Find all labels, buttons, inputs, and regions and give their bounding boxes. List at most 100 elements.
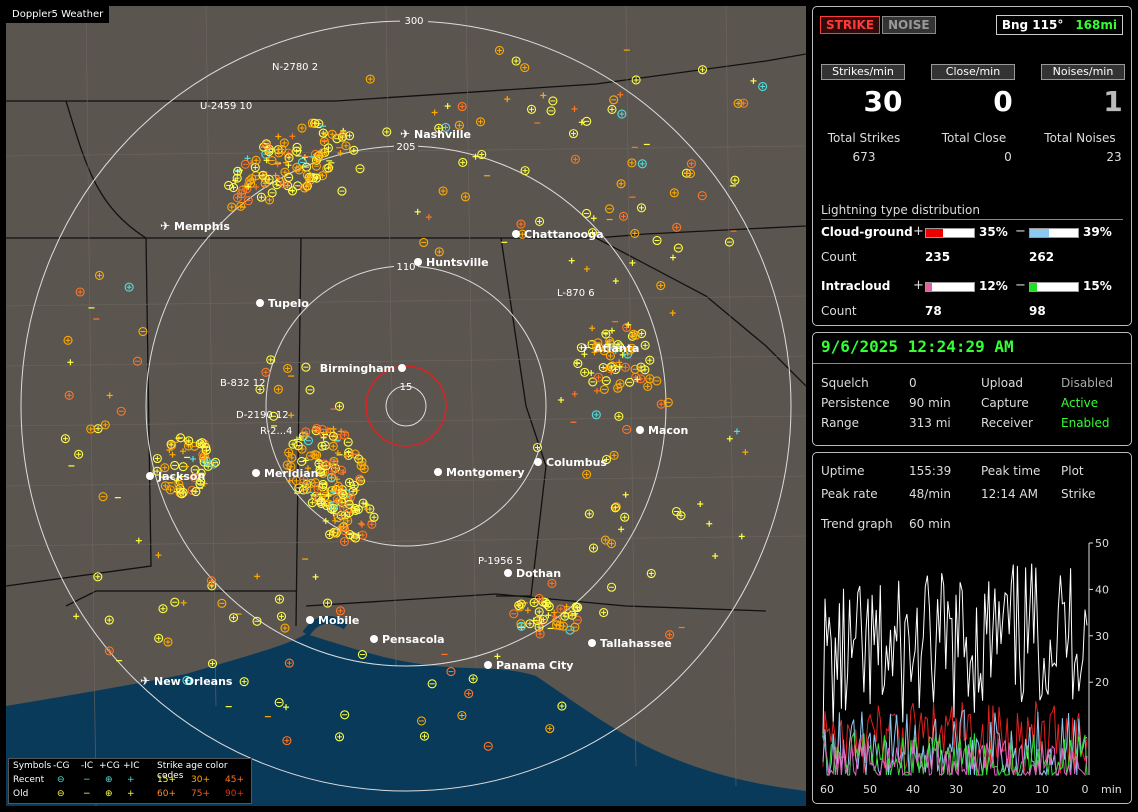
capture-value[interactable]: Active — [1061, 396, 1099, 410]
strike-marker — [520, 63, 530, 73]
close-ring — [365, 365, 447, 447]
strike-marker — [730, 175, 740, 185]
strike-marker — [86, 424, 96, 434]
legend-age-title: Strike age color codes — [157, 761, 228, 781]
strike-marker — [355, 532, 362, 539]
strike-marker — [241, 182, 248, 189]
strike-marker — [601, 376, 611, 386]
strike-marker — [166, 439, 176, 449]
strike-marker — [254, 573, 261, 580]
strike-marker — [446, 667, 456, 677]
strike-marker — [724, 237, 734, 247]
strikes-per-min-tab[interactable]: Strikes/min — [821, 64, 905, 80]
strike-marker — [166, 447, 173, 454]
track-label: L-870 6 — [557, 288, 595, 299]
city-atlanta: ✈ Atlanta — [580, 341, 639, 355]
strike-marker — [600, 535, 610, 545]
upload-value[interactable]: Disabled — [1061, 376, 1114, 390]
distribution-title: Lightning type distribution — [821, 203, 980, 217]
strike-marker — [706, 520, 713, 527]
age-15: 15+ — [157, 775, 176, 785]
strike-marker — [612, 347, 619, 354]
lightning-map[interactable]: 300 205 110 15 N-2780 2 U-2459 10 L-870 … — [6, 6, 806, 806]
strike-marker — [630, 228, 640, 238]
strike-marker — [312, 423, 322, 434]
svg-text:Meridian: Meridian — [264, 467, 319, 480]
strike-marker — [301, 154, 308, 161]
strike-marker — [457, 710, 467, 721]
pos-cg-recent-icon: ⊕ — [105, 775, 113, 785]
strike-marker — [302, 181, 312, 191]
strike-marker — [229, 182, 239, 193]
strike-marker — [304, 465, 311, 472]
airport-icon: ✈ — [160, 219, 170, 233]
strike-marker — [468, 674, 478, 684]
strikes-per-min-value: 30 — [863, 85, 903, 118]
uptime-value: 155:39 — [909, 464, 952, 478]
strike-marker — [273, 384, 283, 394]
strike-marker — [573, 359, 583, 369]
strike-marker — [264, 174, 274, 184]
strike-marker — [329, 501, 339, 511]
legend-recent-label: Recent — [13, 775, 45, 785]
strike-marker — [261, 140, 271, 150]
strike-marker — [669, 254, 676, 261]
strike-marker — [494, 45, 505, 56]
city-mobile: Mobile — [306, 614, 359, 627]
peak-time-label: Peak time — [981, 464, 1041, 478]
city-columbus: Columbus — [534, 456, 607, 469]
map-legend: Symbols -CG -IC +CG +IC Strike age color… — [8, 758, 252, 804]
strike-marker — [646, 568, 656, 579]
strike-marker — [434, 123, 444, 133]
receiver-value[interactable]: Enabled — [1061, 416, 1110, 430]
strike-marker — [320, 459, 330, 469]
strike-marker — [287, 186, 298, 196]
close-per-min-tab[interactable]: Close/min — [931, 64, 1015, 80]
strike-marker — [606, 539, 617, 549]
map-canvas[interactable]: 300 205 110 15 N-2780 2 U-2459 10 L-870 … — [6, 6, 806, 806]
range-value[interactable]: 313 mi — [909, 416, 951, 430]
strike-marker — [645, 374, 655, 384]
strike-marker — [557, 701, 567, 711]
x-tick-label: 0 — [1082, 783, 1089, 796]
noises-per-min-tab[interactable]: Noises/min — [1041, 64, 1125, 80]
status-panel: 9/6/2025 12:24:29 AM Squelch 0 Upload Di… — [812, 332, 1132, 446]
strike-marker — [494, 653, 501, 660]
strike-marker — [279, 179, 289, 189]
x-tick-label: 10 — [1035, 783, 1049, 796]
distribution-divider — [821, 219, 1123, 220]
strike-marker — [173, 477, 180, 484]
strike-marker — [165, 485, 176, 495]
strike-marker — [593, 338, 603, 348]
strike-marker — [135, 537, 142, 544]
persistence-value[interactable]: 90 min — [909, 396, 951, 410]
strike-marker — [686, 159, 696, 169]
strike-marker — [315, 465, 325, 475]
strike-marker — [629, 259, 636, 266]
strike-marker — [237, 189, 247, 199]
strike-markers — [60, 45, 768, 751]
squelch-value[interactable]: 0 — [909, 376, 917, 390]
x-unit-label: min — [1101, 783, 1122, 796]
current-datetime: 9/6/2025 12:24:29 AM — [821, 337, 1014, 356]
cg-neg-count: 262 — [1029, 250, 1055, 264]
strike-mode-button[interactable]: STRIKE — [820, 16, 881, 34]
trend-graph-value[interactable]: 60 min — [909, 517, 951, 531]
svg-text:Huntsville: Huntsville — [426, 256, 489, 269]
ring-label-110: 110 — [396, 262, 415, 273]
svg-text:Jackson: Jackson — [157, 470, 205, 483]
strike-marker — [160, 481, 170, 491]
svg-text:New Orleans: New Orleans — [154, 675, 233, 688]
strike-marker — [333, 476, 340, 483]
strike-marker — [320, 434, 327, 441]
noise-mode-button[interactable]: NOISE — [882, 16, 936, 34]
y-tick-label: 20 — [1095, 676, 1109, 689]
strike-marker — [431, 109, 438, 116]
ic-neg-bar — [1029, 282, 1079, 292]
plot-value[interactable]: Strike — [1061, 487, 1096, 501]
strike-marker — [325, 492, 332, 499]
strike-marker — [252, 616, 262, 626]
strike-marker — [253, 183, 260, 190]
strike-marker — [163, 637, 173, 647]
strike-marker — [525, 619, 535, 629]
